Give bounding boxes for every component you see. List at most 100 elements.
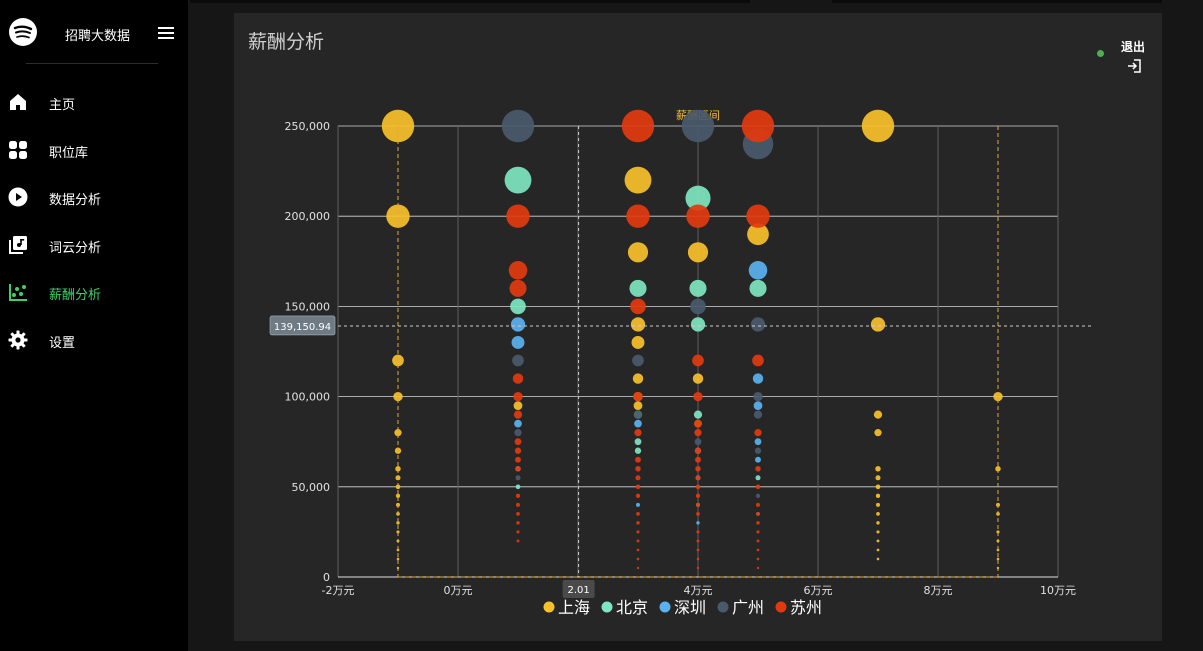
- data-point: [633, 391, 643, 402]
- data-point: [756, 557, 760, 561]
- sidebar: 招聘大数据 主页 职位库: [0, 0, 188, 651]
- data-point: [624, 166, 652, 194]
- data-point: [636, 566, 640, 570]
- points-layer: [381, 109, 1003, 570]
- data-point: [692, 354, 704, 367]
- y-tick-label: 100,000: [285, 391, 331, 404]
- data-point: [995, 466, 1001, 472]
- data-point: [693, 391, 703, 402]
- library-icon: [9, 235, 27, 254]
- data-point: [636, 521, 640, 525]
- data-point: [753, 401, 763, 411]
- status-indicator: [1097, 50, 1104, 57]
- data-point: [516, 521, 520, 525]
- scatter-chart-icon: [9, 284, 27, 302]
- legend-marker: [717, 601, 729, 613]
- data-point: [755, 475, 761, 481]
- data-point: [634, 419, 642, 428]
- grid-icon: [9, 140, 27, 159]
- data-point: [629, 279, 647, 297]
- data-point: [694, 419, 702, 428]
- data-point: [696, 530, 700, 534]
- data-point: [635, 475, 641, 481]
- data-point: [635, 493, 641, 498]
- sidebar-item-home[interactable]: 主页: [0, 78, 188, 126]
- data-point: [516, 539, 520, 543]
- data-point: [515, 484, 521, 490]
- data-point: [515, 456, 521, 463]
- data-point: [634, 429, 642, 437]
- crosshair-y-tag-bg: [269, 315, 336, 336]
- data-point: [514, 429, 522, 437]
- data-point: [510, 317, 526, 332]
- data-point: [511, 336, 525, 349]
- x-tick-label: 0万元: [444, 584, 473, 597]
- data-point: [393, 391, 403, 402]
- data-point: [876, 557, 880, 561]
- data-point: [690, 298, 706, 315]
- sidebar-item-label: 词云分析: [49, 240, 102, 256]
- legend-label: 上海: [558, 598, 590, 617]
- data-point: [756, 521, 760, 525]
- data-point: [756, 530, 760, 534]
- data-point: [755, 493, 761, 498]
- data-point: [689, 279, 707, 297]
- data-point: [695, 466, 701, 472]
- data-point: [756, 539, 760, 543]
- sidebar-item-wordcloud[interactable]: 词云分析: [0, 221, 188, 269]
- data-point: [876, 512, 880, 516]
- data-point: [876, 521, 880, 525]
- data-point: [876, 530, 880, 534]
- data-point: [692, 373, 704, 384]
- sidebar-item-data-analysis[interactable]: 数据分析: [0, 173, 188, 221]
- legend-label: 深圳: [674, 598, 706, 617]
- legend-label: 北京: [616, 598, 648, 617]
- data-point: [509, 279, 527, 297]
- sidebar-item-salary[interactable]: 薪酬分析: [0, 268, 188, 316]
- data-point: [636, 530, 640, 534]
- app-title: 招聘大数据: [65, 29, 131, 44]
- hamburger-menu-icon[interactable]: [158, 26, 174, 40]
- legend-label: 苏州: [790, 598, 822, 617]
- data-point: [861, 109, 895, 143]
- data-point: [754, 447, 762, 454]
- data-point: [395, 493, 401, 498]
- logo-icon: [9, 18, 37, 46]
- sidebar-item-label: 职位库: [49, 145, 89, 161]
- page-title: 薪酬分析: [248, 31, 325, 53]
- data-point: [512, 354, 524, 367]
- logout-button[interactable]: 退出: [1121, 36, 1162, 73]
- data-point: [741, 109, 775, 143]
- data-point: [756, 512, 760, 516]
- data-point: [636, 512, 640, 516]
- data-point: [636, 539, 640, 543]
- data-point: [876, 548, 880, 552]
- data-point: [753, 410, 763, 419]
- overlay-layer: 139,150.94 2.01: [269, 126, 1092, 598]
- x-tick-label: 4万元: [684, 584, 713, 597]
- sidebar-item-jobs[interactable]: 职位库: [0, 126, 188, 174]
- data-point: [396, 521, 400, 525]
- data-point: [386, 204, 410, 228]
- data-point: [636, 502, 640, 507]
- crosshair-x-label: 2.01: [567, 585, 589, 596]
- data-point: [873, 410, 883, 419]
- y-tick-label: 200,000: [285, 210, 331, 223]
- data-point: [696, 566, 700, 570]
- data-point: [694, 429, 702, 437]
- data-point: [633, 410, 643, 419]
- data-point: [750, 317, 766, 332]
- data-point: [753, 391, 763, 402]
- sidebar-item-settings[interactable]: 设置: [0, 316, 188, 364]
- data-point: [512, 373, 524, 384]
- data-point: [695, 456, 701, 463]
- data-point: [513, 391, 523, 402]
- data-point: [752, 373, 764, 384]
- data-point: [514, 419, 522, 428]
- y-tick-label: 50,000: [292, 481, 331, 494]
- data-point: [396, 530, 400, 534]
- home-icon: [10, 94, 26, 110]
- x-tick-label: 6万元: [804, 584, 833, 597]
- x-tick-label: 10万元: [1040, 584, 1076, 597]
